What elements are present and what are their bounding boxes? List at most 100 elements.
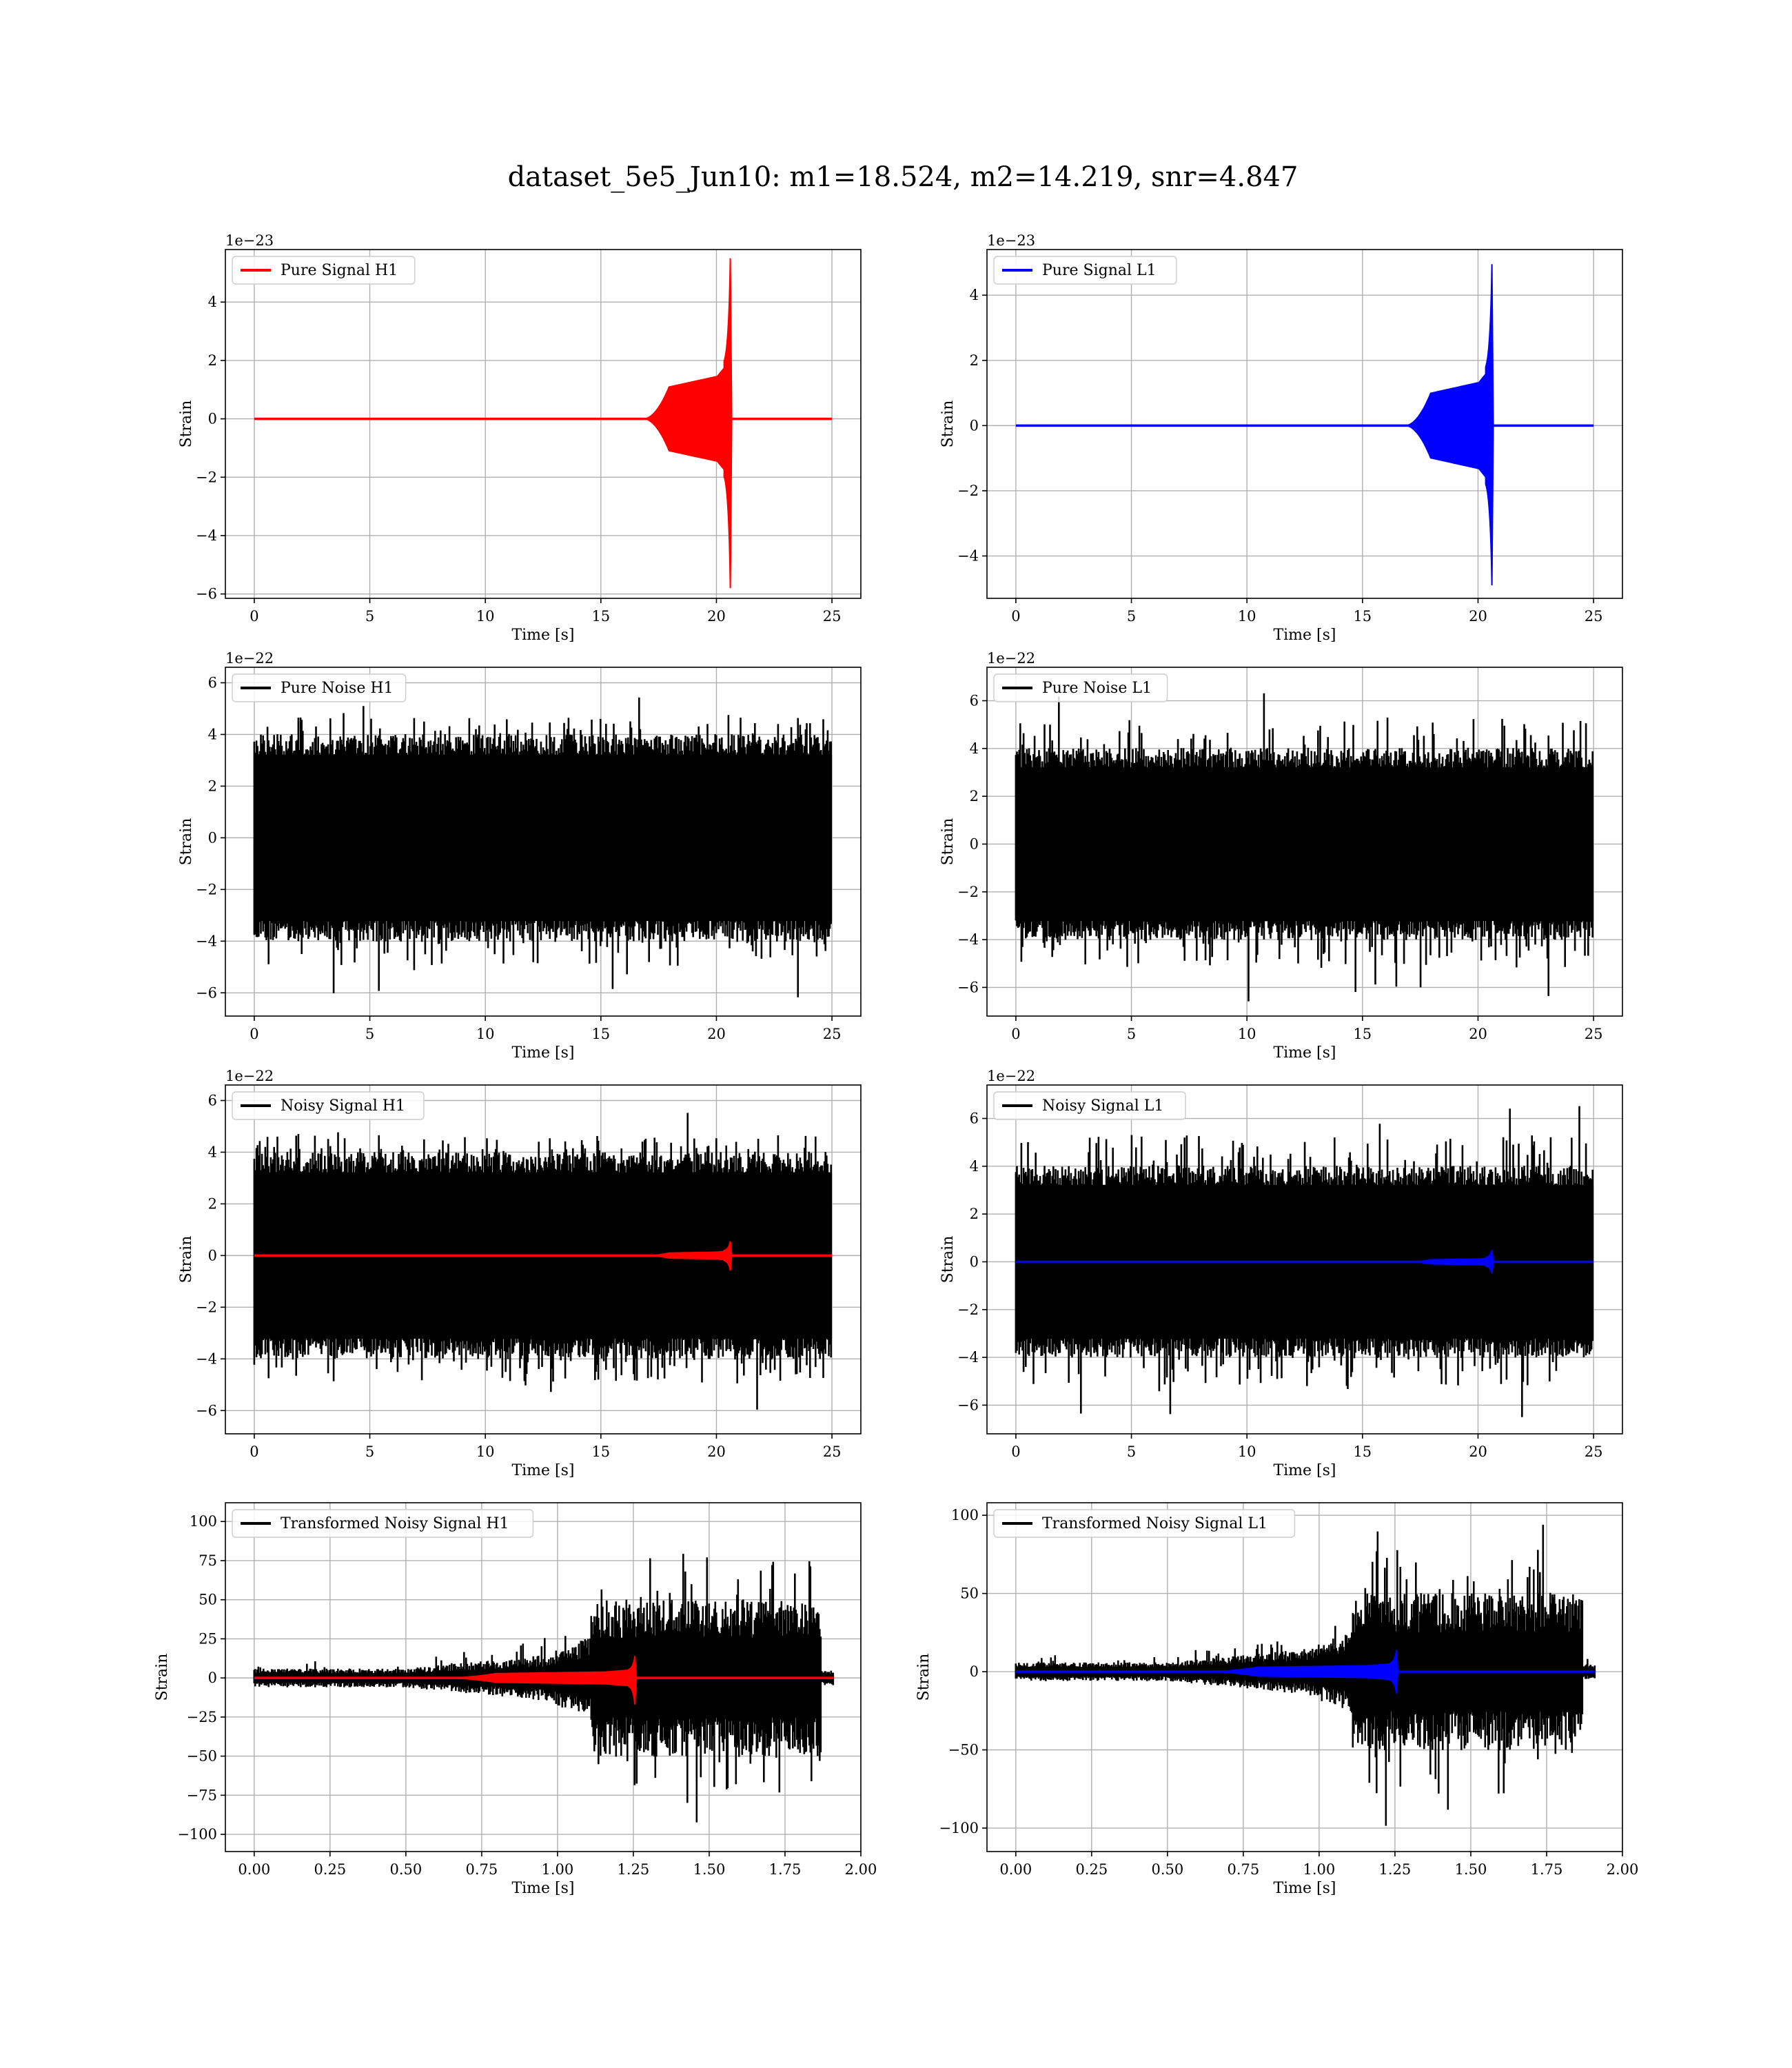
y-axis-label: Strain [178, 401, 195, 448]
y-tick-label: −4 [196, 1350, 217, 1367]
x-tick-label: 1.25 [1379, 1861, 1412, 1878]
legend: Transformed Noisy Signal L1 [993, 1509, 1296, 1538]
x-tick-label: 5 [365, 608, 374, 625]
x-tick-label: 25 [823, 1443, 842, 1460]
axis-offset-label: 1e−22 [225, 650, 274, 667]
y-tick-label: −6 [196, 984, 217, 1001]
x-tick-label: 25 [1585, 1026, 1603, 1042]
series-line [1015, 693, 1594, 1002]
x-tick-label: 25 [823, 608, 842, 625]
y-tick-label: 4 [970, 1158, 979, 1175]
figure-title: dataset_5e5_Jun10: m1=18.524, m2=14.219,… [508, 161, 1299, 193]
y-tick-label: −2 [957, 1301, 979, 1318]
axes-frame [225, 667, 862, 1017]
legend-label: Pure Noise H1 [281, 680, 394, 697]
x-tick-label: 0 [1011, 1443, 1020, 1460]
legend-label: Pure Signal H1 [281, 262, 398, 279]
y-tick-label: 0 [970, 417, 979, 434]
y-tick-label: −6 [957, 1397, 979, 1413]
series-line [723, 258, 733, 589]
y-axis-label: Strain [178, 1236, 195, 1284]
legend-box [232, 1509, 534, 1538]
y-tick-label: 2 [208, 1195, 217, 1212]
x-tick-label: 1.25 [618, 1861, 650, 1878]
y-tick-label: −75 [187, 1787, 217, 1803]
subplot-6: 0 5 10 15 20 25 −6 −4 −2 0 2 4 6 Time [s] Strain 1e−22 N… [939, 1068, 1623, 1479]
x-tick-label: 1.00 [542, 1861, 574, 1878]
axes-frame [986, 1084, 1623, 1435]
y-tick-label: −2 [196, 469, 217, 485]
x-axis-label: Time [s] [511, 1880, 574, 1897]
x-tick-label: 1.50 [1455, 1861, 1487, 1878]
x-tick-label: 10 [1238, 1026, 1256, 1042]
legend-box [232, 256, 416, 285]
y-tick-label: −6 [957, 979, 979, 995]
x-axis-label: Time [s] [1273, 1044, 1336, 1062]
y-tick-label: −25 [187, 1709, 217, 1725]
subplot-5: 0 5 10 15 20 25 −6 −4 −2 0 2 4 6 Time [s] Strain 1e−22 N… [178, 1068, 862, 1479]
y-tick-label: 50 [960, 1585, 979, 1602]
y-axis-label: Strain [939, 818, 957, 866]
y-tick-label: 0 [208, 411, 217, 427]
x-tick-label: 0.25 [314, 1861, 346, 1878]
y-tick-label: −2 [196, 881, 217, 898]
x-tick-label: 0.00 [238, 1861, 270, 1878]
legend-label: Noisy Signal H1 [281, 1097, 405, 1115]
y-tick-label: 100 [951, 1507, 979, 1523]
subplot-7: 0.00 0.25 0.50 0.75 1.00 1.25 1.50 1.75 2.00 −100… [154, 1502, 877, 1897]
subplot-8: 0.00 0.25 0.50 0.75 1.00 1.25 1.50 1.75 2.00 −100… [915, 1502, 1639, 1897]
y-tick-label: −50 [948, 1742, 979, 1758]
x-tick-label: 20 [707, 1026, 726, 1042]
y-tick-label: 0 [970, 835, 979, 852]
x-tick-label: 25 [1585, 608, 1603, 625]
series-line [1485, 264, 1494, 586]
axes-frame [225, 1502, 862, 1852]
legend-label: Transformed Noisy Signal L1 [1042, 1515, 1267, 1532]
y-tick-label: −4 [957, 931, 979, 948]
x-tick-label: 20 [707, 1443, 726, 1460]
x-tick-label: 5 [1127, 608, 1136, 625]
x-axis-label: Time [s] [511, 627, 574, 644]
x-tick-label: 0.75 [465, 1861, 498, 1878]
subplot-3: 0 5 10 15 20 25 −6 −4 −2 0 2 4 6 Time [s] Strain 1e−22 P… [178, 650, 862, 1062]
y-tick-label: 4 [970, 740, 979, 757]
series-line [253, 697, 832, 997]
x-tick-label: 0.75 [1227, 1861, 1259, 1878]
y-axis-label: Strain [939, 1236, 957, 1284]
y-tick-label: 2 [970, 352, 979, 369]
axes-frame [225, 249, 862, 599]
y-tick-label: −4 [957, 548, 979, 565]
x-tick-label: 10 [476, 608, 495, 625]
legend: Transformed Noisy Signal H1 [232, 1509, 534, 1538]
y-tick-label: 25 [198, 1630, 217, 1647]
y-tick-label: 0 [208, 829, 217, 846]
subplot-2: 0 5 10 15 20 25 −4 −2 0 2 4 Time [s] Strain 1e−23 Pure… [939, 232, 1623, 644]
y-tick-label: −6 [196, 1402, 217, 1419]
x-tick-label: 0.50 [1151, 1861, 1183, 1878]
y-tick-label: 0 [208, 1670, 217, 1686]
x-tick-label: 15 [591, 608, 610, 625]
series-line [1389, 1650, 1399, 1694]
y-tick-label: −4 [196, 527, 217, 544]
x-tick-label: 20 [1469, 608, 1487, 625]
y-axis-label: Strain [915, 1654, 933, 1701]
x-axis-label: Time [s] [511, 1044, 574, 1062]
legend: Noisy Signal H1 [232, 1091, 425, 1120]
x-tick-label: 25 [1585, 1443, 1603, 1460]
legend-box [993, 256, 1177, 285]
x-tick-label: 2.00 [1607, 1861, 1639, 1878]
y-tick-label: 6 [208, 1092, 217, 1108]
y-tick-label: 4 [970, 287, 979, 303]
legend: Pure Signal H1 [232, 256, 416, 285]
x-tick-label: 10 [476, 1443, 495, 1460]
legend: Pure Signal L1 [993, 256, 1177, 285]
x-tick-label: 5 [365, 1443, 374, 1460]
y-tick-label: 4 [208, 1144, 217, 1160]
y-tick-label: 6 [970, 1111, 979, 1127]
legend-box [993, 1509, 1296, 1538]
y-tick-label: 6 [970, 693, 979, 709]
x-tick-label: 10 [476, 1026, 495, 1042]
y-tick-label: 75 [198, 1552, 217, 1569]
x-tick-label: 0 [250, 1443, 258, 1460]
